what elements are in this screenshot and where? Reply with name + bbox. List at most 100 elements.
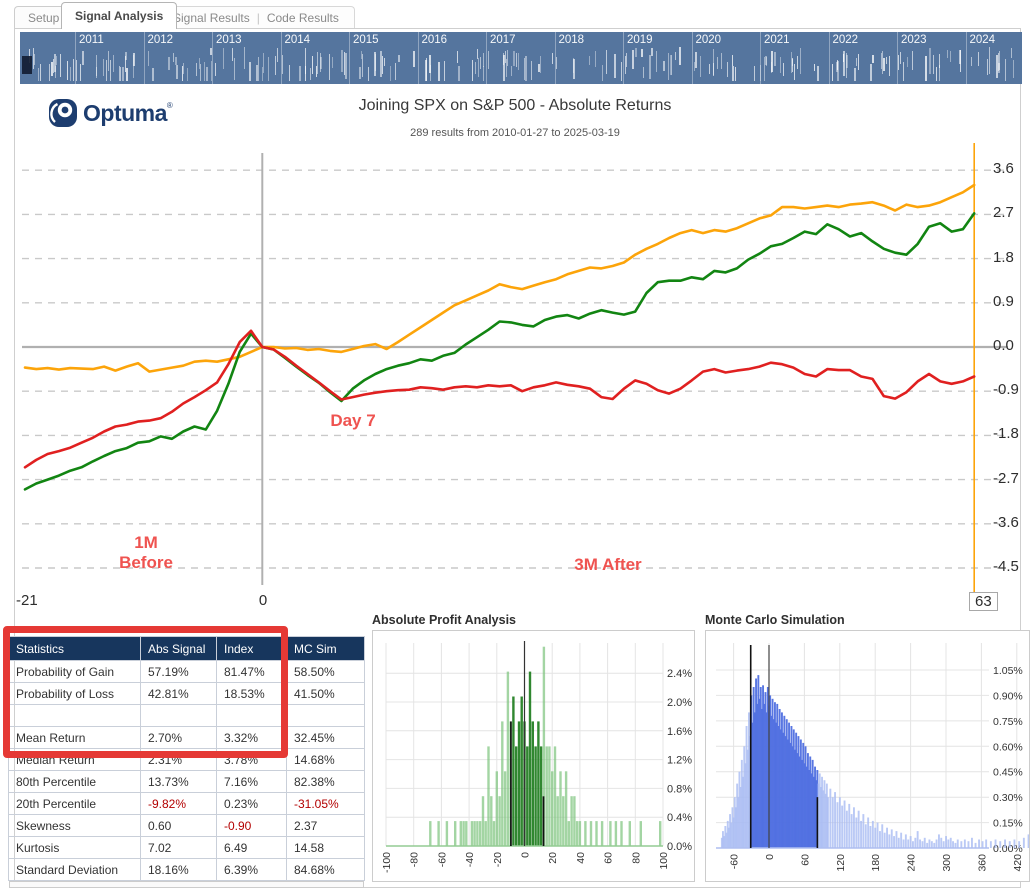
signal-event-tick: [311, 55, 313, 75]
profit-hist-bar: [515, 746, 518, 846]
mc-hist-bar: [845, 810, 848, 848]
signal-event-tick: [126, 67, 128, 81]
profit-hist-bar: [584, 821, 587, 846]
profit-hist-bar: [495, 771, 498, 846]
signal-event-tick: [732, 55, 734, 67]
profit-hist-bar: [556, 796, 559, 846]
mc-hist-bar: [817, 783, 820, 848]
signal-event-tick: [413, 51, 416, 68]
mc-hist-bar: [999, 841, 1002, 848]
mc-hist-bar: [755, 678, 757, 848]
signal-event-tick: [505, 59, 507, 77]
signal-event-tick: [133, 54, 135, 78]
signal-event-tick: [147, 51, 149, 66]
stats-cell: 58.50%: [286, 660, 365, 683]
mc-hist-bar: [952, 841, 954, 848]
stats-empty-row: [8, 704, 365, 727]
timeline-year-divider: [897, 32, 898, 84]
signal-event-tick: [176, 64, 179, 79]
signal-event-tick: [72, 58, 74, 81]
tab-code-results[interactable]: Code Results: [266, 11, 339, 25]
hist-x-tick-label: -60: [729, 854, 741, 869]
tab-signal-analysis[interactable]: Signal Analysis: [61, 2, 178, 29]
signal-event-tick: [869, 63, 872, 81]
timeline-year-divider: [212, 32, 213, 84]
signal-event-tick: [987, 58, 989, 75]
profit-hist-bar: [614, 821, 618, 846]
stats-row: Mean Return 2.70% 3.32% 32.45%: [8, 726, 365, 749]
mc-hist-bar: [759, 687, 762, 848]
profit-hist-bar: [559, 771, 562, 846]
stats-cell: Probability of Loss: [8, 682, 141, 705]
mc-hist-bar: [827, 797, 829, 848]
mc-hist-bar: [914, 837, 917, 848]
mc-hist-bar: [744, 763, 747, 849]
timeline-year-label: 2015: [353, 34, 379, 46]
signal-event-tick: [398, 54, 400, 63]
signal-event-tick: [340, 49, 343, 73]
mc-hist-bar: [735, 807, 737, 848]
mc-hist-bar: [770, 715, 773, 848]
signal-event-tick: [734, 66, 736, 81]
mc-hist-bar: [805, 766, 808, 848]
profit-hist-bar: [503, 771, 507, 846]
signal-event-tick: [936, 66, 937, 81]
signal-event-tick: [540, 55, 541, 73]
mc-hist-bar: [802, 742, 805, 848]
signal-event-tick: [846, 54, 849, 69]
mc-hist-bar: [746, 749, 749, 848]
signal-event-tick: [332, 56, 334, 69]
profit-hist-bar: [578, 821, 582, 846]
tab-signal-results[interactable]: Signal Results: [173, 11, 250, 25]
profit-hist-bar: [537, 721, 540, 846]
profit-hist-bar: [517, 721, 521, 846]
mc-hist-bar: [1004, 839, 1006, 848]
after-annotation[interactable]: 3M After: [574, 555, 642, 574]
mc-histogram-panel: 0.00% 0.15% 0.30% 0.45% 0.60% 0.75% 0.90% 1.05%…: [705, 630, 1030, 882]
mc-hist-bar: [769, 695, 772, 848]
table-scrollbar-strip[interactable]: [9, 881, 364, 888]
profit-hist-bar: [573, 796, 576, 846]
before-annotation[interactable]: 1M Before: [98, 533, 194, 573]
stats-cell: 3.78%: [216, 748, 287, 771]
stats-cell: 2.70%: [140, 726, 217, 749]
mc-hist-bar: [752, 687, 755, 848]
signal-event-tick: [842, 51, 845, 76]
hist-x-tick-label: -100: [381, 852, 393, 873]
date-range-timeline[interactable]: 2011 2012 2013 2014 2015 2016 2017 2018 2019 2020…: [20, 32, 1022, 84]
stats-cell: 41.50%: [286, 682, 365, 705]
signal-event-tick: [853, 68, 856, 81]
mc-hist-bar: [933, 842, 936, 848]
profit-hist-bar: [562, 796, 565, 846]
signal-event-tick: [960, 50, 962, 73]
signal-event-tick: [511, 65, 513, 77]
signal-event-tick: [626, 52, 628, 67]
mc-hist-bar: [862, 814, 865, 848]
stats-cell: 0.23%: [216, 792, 287, 815]
profit-histogram-chart: 0.0% 0.4% 0.8% 1.2% 1.6% 2.0% 2.4% -100 -80 -60 -4…: [381, 641, 692, 873]
hist-x-tick-label: 180: [870, 854, 882, 872]
stats-row: Probability of Loss 42.81% 18.53% 41.50%: [8, 682, 365, 705]
signal-event-tick: [836, 61, 839, 81]
signal-event-tick: [119, 66, 120, 81]
hist-x-tick-label: 240: [906, 854, 918, 872]
y-axis-tick-label: -1.8: [993, 425, 1019, 443]
y-axis-tick-label: -4.5: [993, 557, 1019, 575]
tab-group-results: Signal Results | Code Results: [157, 6, 355, 28]
mc-hist-bar: [788, 722, 790, 848]
mc-hist-bar: [876, 822, 879, 848]
mc-hist-bar: [940, 837, 943, 848]
signal-event-tick: [175, 56, 178, 65]
signal-event-tick: [476, 49, 478, 59]
signal-event-tick: [882, 57, 885, 71]
signal-event-tick: [712, 63, 714, 76]
mc-hist-bar: [825, 783, 828, 848]
mc-hist-bar: [1022, 837, 1025, 848]
red-signal-line: [23, 329, 976, 469]
signal-event-tick: [1010, 48, 1012, 58]
timeline-year-divider: [623, 32, 624, 84]
timeline-year-divider: [349, 32, 350, 84]
signal-event-tick: [667, 52, 669, 80]
registered-mark: ®: [166, 100, 173, 110]
day7-annotation[interactable]: Day 7: [330, 411, 376, 430]
